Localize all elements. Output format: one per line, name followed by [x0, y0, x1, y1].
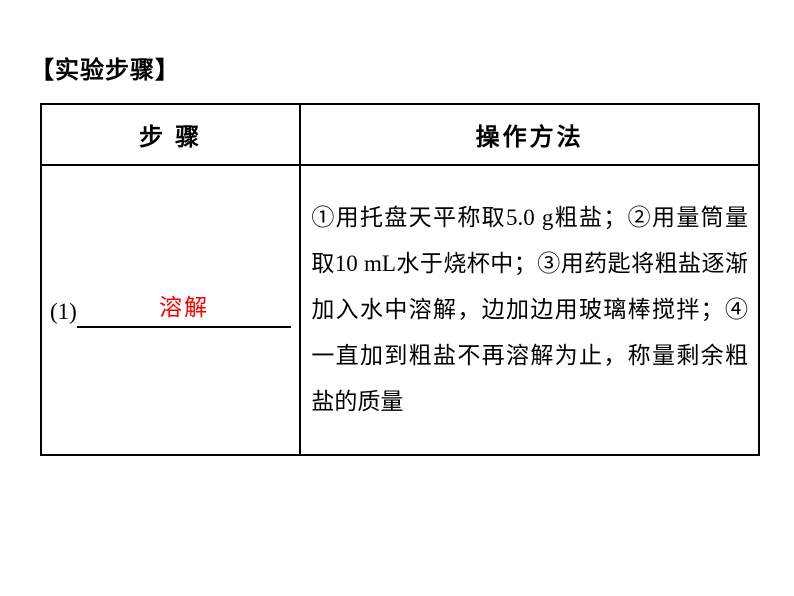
method-cell: ①用托盘天平称取5.0 g粗盐；②用量筒量取10 mL水于烧杯中；③用药匙将粗盐…: [300, 165, 759, 455]
experiment-table: 步 骤 操作方法 (1) 溶解 ①用托盘天平称取5.0 g粗盐；②用量筒量取10…: [40, 103, 760, 456]
header-step: 步 骤: [41, 104, 300, 165]
step-cell: (1) 溶解: [41, 165, 300, 455]
step-number: (1): [50, 299, 77, 325]
fill-answer-text: 溶解: [159, 295, 209, 320]
step-content: (1) 溶解: [50, 292, 291, 328]
section-title: 【实验步骤】: [30, 50, 764, 85]
table-row: (1) 溶解 ①用托盘天平称取5.0 g粗盐；②用量筒量取10 mL水于烧杯中；…: [41, 165, 759, 455]
header-method: 操作方法: [300, 104, 759, 165]
document-container: 【实验步骤】 步 骤 操作方法 (1) 溶解 ①用托盘天平称取: [0, 0, 794, 486]
table-header-row: 步 骤 操作方法: [41, 104, 759, 165]
method-text: ①用托盘天平称取5.0 g粗盐；②用量筒量取10 mL水于烧杯中；③用药匙将粗盐…: [311, 205, 748, 414]
fill-blank-line: 溶解: [77, 292, 292, 328]
